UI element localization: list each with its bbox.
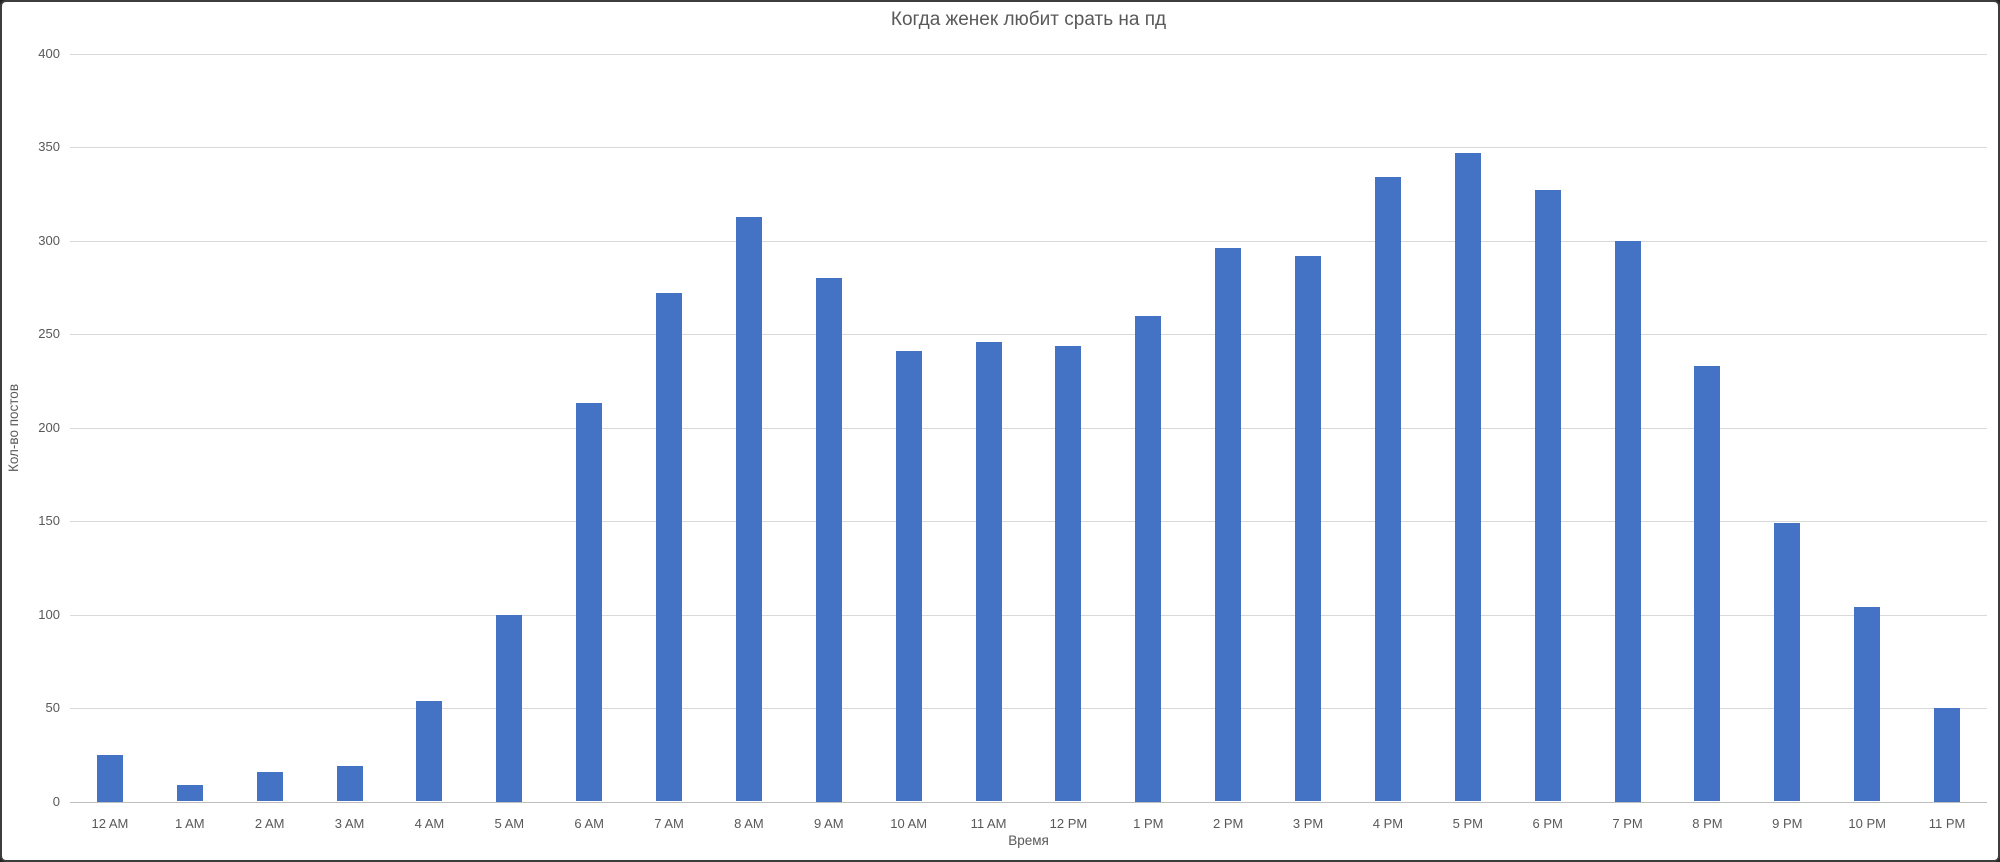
x-tick-label: 7 AM	[654, 816, 684, 831]
bar-4pm	[1374, 177, 1401, 802]
x-tick-label: 6 AM	[574, 816, 604, 831]
bar-9pm	[1774, 523, 1801, 802]
bar-5am	[496, 614, 523, 802]
bar-1am	[176, 784, 203, 802]
x-tick-label: 3 AM	[334, 816, 365, 831]
x-tick-label: 5 PM	[1452, 816, 1483, 831]
y-gridline	[70, 427, 1987, 429]
y-tick-label: 200	[38, 419, 60, 435]
x-tick-label: 2 AM	[254, 816, 285, 831]
bar-1pm	[1135, 315, 1162, 802]
x-tick-label: 11 AM	[970, 816, 1007, 831]
y-tick-label: 50	[45, 700, 60, 716]
x-tick-label: 4 PM	[1372, 816, 1404, 831]
x-tick-label: 5 AM	[494, 816, 525, 831]
x-axis-line	[70, 801, 1987, 803]
bar-6am	[576, 403, 603, 802]
y-gridline	[70, 240, 1987, 242]
y-tick-label: 300	[38, 232, 60, 248]
chart-title: Когда женек любит срать на пд	[890, 9, 1167, 30]
y-tick-label: 150	[38, 513, 60, 529]
y-tick-label: 0	[52, 793, 60, 809]
x-tick-label: 7 PM	[1612, 816, 1643, 831]
y-tick-label: 400	[38, 46, 60, 61]
bar-3pm	[1295, 255, 1322, 802]
bar-6pm	[1534, 190, 1561, 802]
bar-2am	[256, 771, 283, 802]
x-tick-label: 9 AM	[814, 816, 844, 831]
bar-9am	[815, 278, 842, 802]
bar-11pm	[1934, 708, 1961, 802]
y-gridline	[70, 708, 1987, 710]
y-tick-label: 350	[38, 139, 60, 155]
bar-11am	[975, 341, 1002, 802]
bar-2pm	[1215, 248, 1242, 802]
x-tick-label: 8 PM	[1692, 816, 1723, 831]
y-gridline	[70, 334, 1987, 336]
y-gridline	[70, 521, 1987, 523]
bar-7am	[656, 293, 683, 802]
bar-5pm	[1454, 153, 1481, 802]
bar-7pm	[1614, 240, 1641, 802]
x-tick-label: 12 PM	[1049, 816, 1088, 831]
bar-10am	[895, 351, 922, 802]
x-tick-label: 12 AM	[91, 816, 129, 831]
x-axis-title: Время	[1008, 833, 1049, 848]
x-tick-label: 4 AM	[414, 816, 445, 831]
bar-8am	[735, 216, 762, 802]
x-tick-label: 8 AM	[734, 816, 764, 831]
x-tick-label: 9 PM	[1772, 816, 1803, 831]
bar-8pm	[1694, 366, 1721, 802]
y-tick-label: 100	[38, 606, 60, 622]
bar-12pm	[1055, 345, 1082, 802]
bar-3am	[336, 765, 363, 802]
x-tick-label: 6 PM	[1532, 816, 1563, 831]
y-gridline	[70, 54, 1987, 55]
x-tick-label: 1 AM	[175, 816, 205, 831]
x-tick-label: 11 PM	[1928, 816, 1966, 831]
bar-4am	[416, 700, 443, 802]
x-tick-label: 1 PM	[1133, 816, 1164, 831]
x-tick-label: 3 PM	[1292, 816, 1324, 831]
x-tick-label: 2 PM	[1213, 816, 1244, 831]
y-tick-label: 250	[38, 326, 60, 342]
y-gridline	[70, 147, 1987, 149]
x-tick-label: 10 AM	[890, 816, 928, 831]
y-gridline	[70, 614, 1987, 616]
bar-12am	[96, 754, 123, 802]
x-tick-label: 10 PM	[1848, 816, 1886, 831]
bar-10pm	[1854, 607, 1881, 802]
